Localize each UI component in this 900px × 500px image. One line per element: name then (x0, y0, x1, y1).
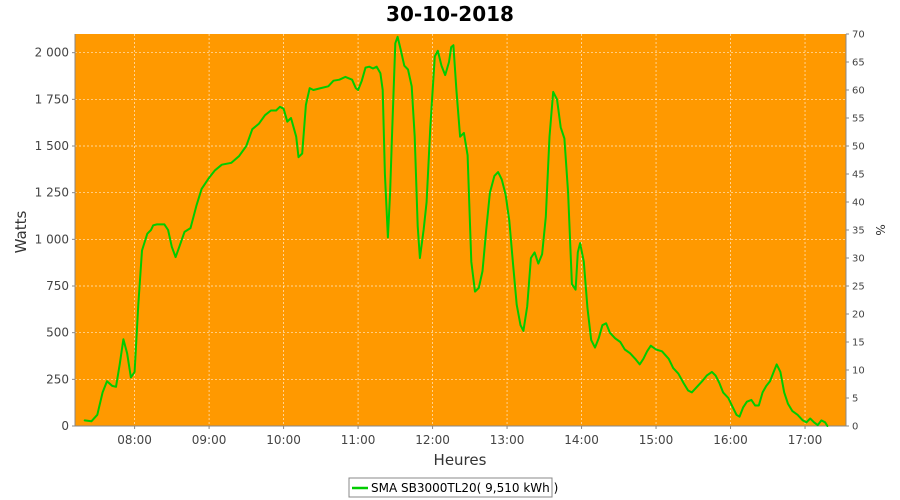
y-tick-label: 1 000 (35, 232, 69, 246)
x-tick-label: 17:00 (788, 433, 823, 447)
y2-tick-label: 15 (852, 338, 865, 349)
y2-tick-label: 50 (852, 142, 865, 153)
y2-axis-label: % (873, 224, 887, 235)
y2-tick-label: 70 (852, 30, 865, 41)
y2-tick-label: 25 (852, 282, 865, 293)
chart-title: 30-10-2018 (386, 2, 514, 26)
y2-tick-label: 60 (852, 86, 865, 97)
x-tick-label: 15:00 (639, 433, 674, 447)
y2-tick-label: 40 (852, 198, 865, 209)
y-tick-label: 2 000 (35, 46, 69, 60)
x-axis-label: Heures (434, 451, 487, 469)
y2-tick-label: 30 (852, 254, 865, 265)
x-tick-label: 16:00 (713, 433, 748, 447)
y-tick-label: 500 (46, 326, 69, 340)
y2-tick-label: 5 (852, 394, 858, 405)
y-tick-label: 1 750 (35, 92, 69, 106)
legend-box (348, 477, 553, 498)
x-tick-label: 10:00 (266, 433, 301, 447)
x-tick-label: 12:00 (415, 433, 450, 447)
y-axis-label: Watts (12, 211, 30, 254)
y-tick-label: 1 500 (35, 139, 69, 153)
y2-tick-label: 10 (852, 366, 865, 377)
y-tick-label: 750 (46, 279, 69, 293)
y-tick-label: 1 250 (35, 186, 69, 200)
y-tick-label: 0 (61, 419, 69, 433)
x-tick-label: 13:00 (490, 433, 525, 447)
series-line (83, 35, 829, 427)
x-tick-label: 14:00 (564, 433, 599, 447)
y2-tick-label: 45 (852, 170, 865, 181)
x-tick-label: 09:00 (192, 433, 227, 447)
y-tick-label: 250 (46, 372, 69, 386)
y2-tick-label: 35 (852, 226, 865, 237)
y2-tick-label: 65 (852, 58, 865, 69)
y2-tick-label: 0 (852, 422, 858, 433)
y2-tick-label: 20 (852, 310, 865, 321)
legend-label: SMA SB3000TL20( 9,510 kWh ) (371, 481, 558, 495)
y2-tick-label: 55 (852, 114, 865, 125)
legend: SMA SB3000TL20( 9,510 kWh ) (348, 477, 558, 498)
x-tick-label: 08:00 (117, 433, 152, 447)
x-tick-label: 11:00 (341, 433, 376, 447)
